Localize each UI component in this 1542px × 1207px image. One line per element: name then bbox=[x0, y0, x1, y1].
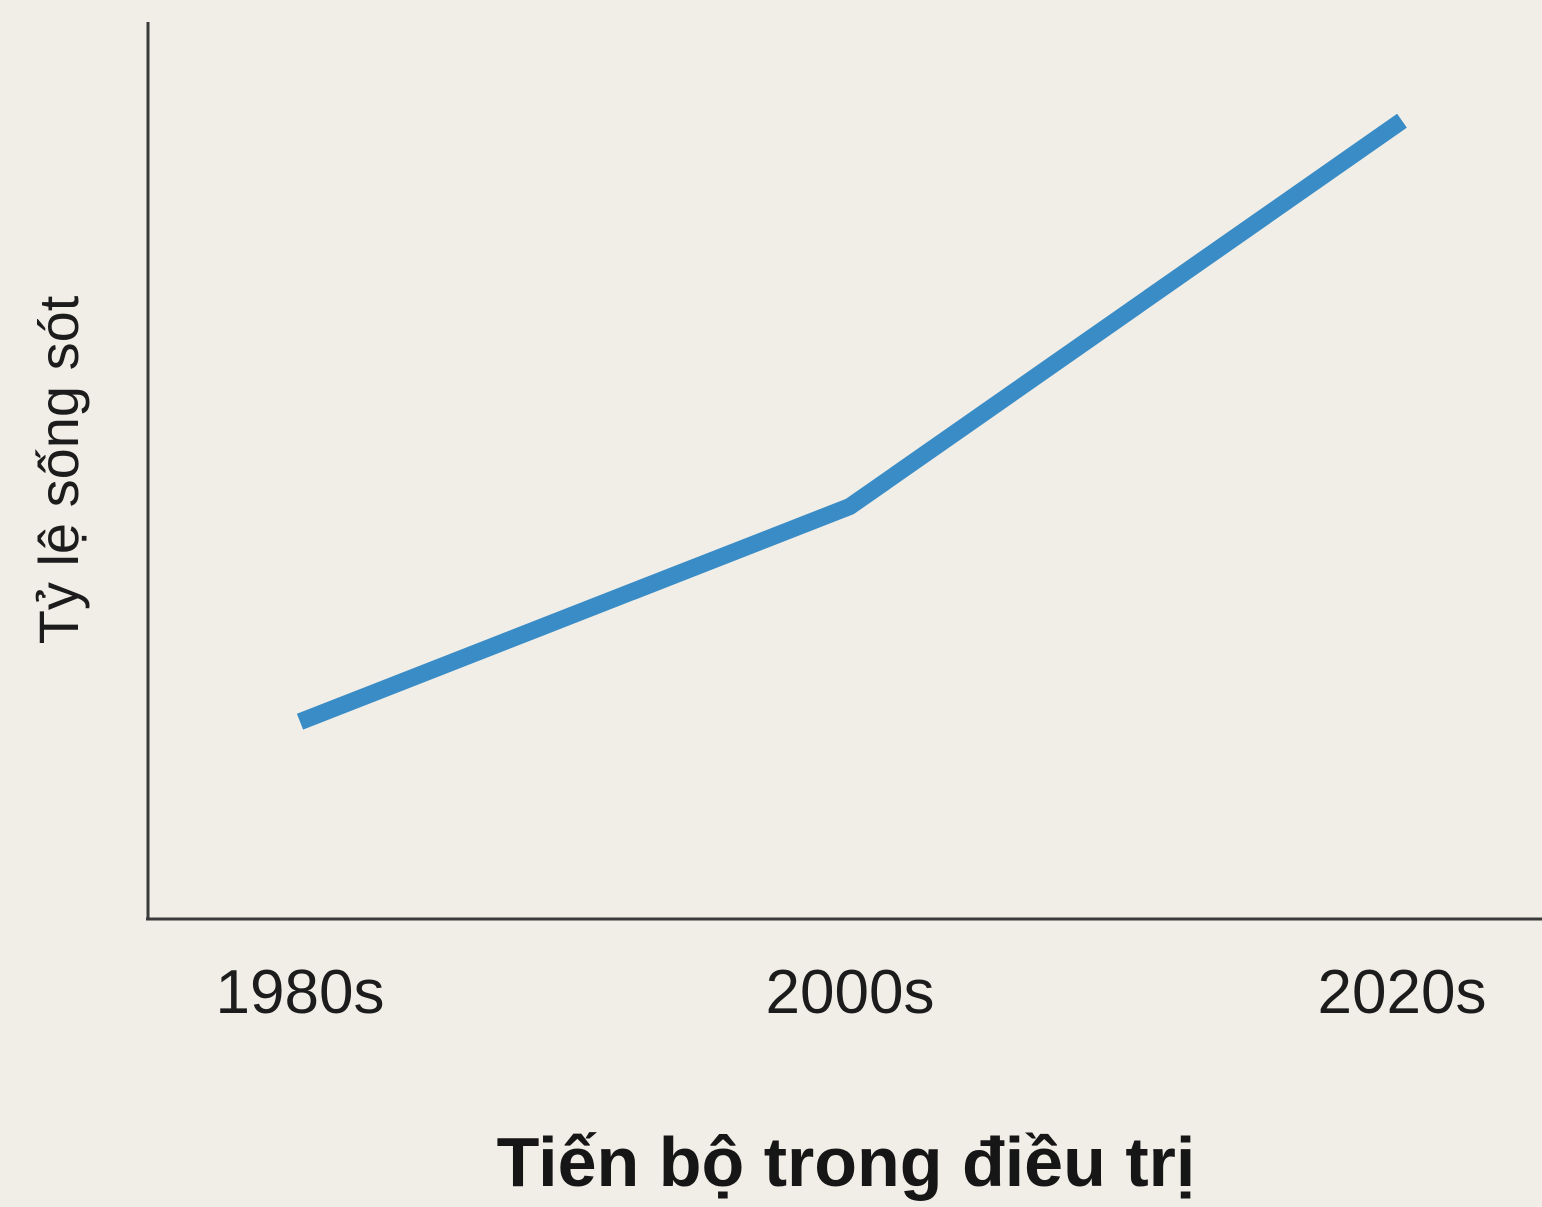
x-tick-labels: 1980s 2000s 2020s bbox=[216, 958, 1487, 1027]
axes bbox=[146, 22, 1542, 921]
x-tick-label: 2020s bbox=[1318, 958, 1487, 1027]
x-axis-label: Tiến bộ trong điều trị bbox=[497, 1123, 1196, 1201]
x-tick-label: 1980s bbox=[216, 958, 385, 1027]
series-line-0 bbox=[296, 113, 1407, 730]
series-layer bbox=[296, 113, 1407, 730]
y-axis-label: Tỷ lệ sống sót bbox=[27, 295, 90, 644]
x-tick-label: 2000s bbox=[766, 958, 935, 1027]
